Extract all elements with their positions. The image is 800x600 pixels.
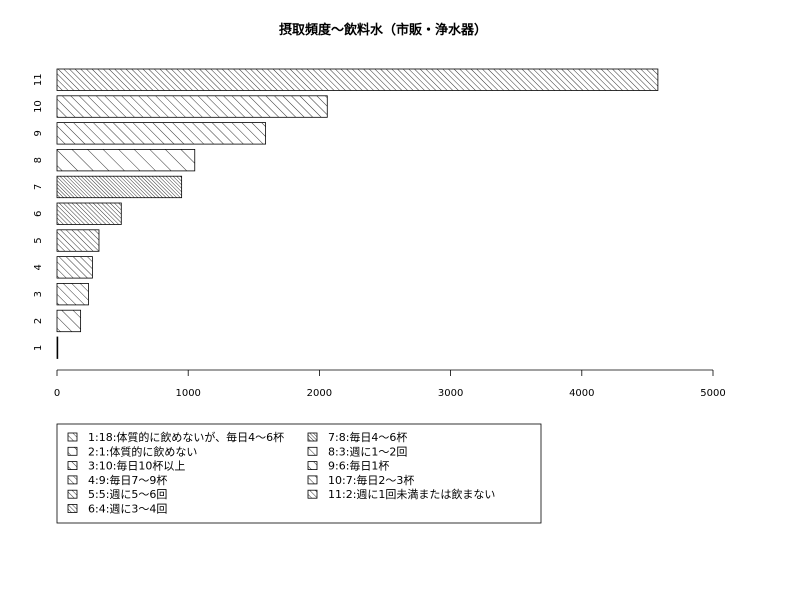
bar-2	[56, 309, 82, 333]
legend-swatch-10	[307, 475, 318, 485]
legend-label-5: 5:5:週に5～6回	[88, 488, 167, 501]
y-tick-label-5: 5	[33, 237, 44, 243]
legend-swatch-4	[67, 475, 78, 485]
x-tick-label-0: 0	[54, 388, 60, 399]
y-tick-label-8: 8	[33, 157, 44, 163]
bar-1	[56, 336, 59, 359]
bar-8	[56, 148, 196, 172]
legend-swatch-7	[307, 432, 318, 442]
y-tick-label-2: 2	[33, 318, 44, 324]
legend-swatch-5	[67, 489, 78, 499]
y-tick-label-1: 1	[33, 345, 44, 351]
bar-4	[56, 256, 93, 279]
legend-label-10: 10:7:毎日2～3杯	[328, 473, 414, 487]
legend-swatch-3	[67, 461, 78, 471]
x-tick-label-5000: 5000	[700, 388, 725, 399]
legend-swatch-8	[307, 446, 318, 456]
legend-swatch-2	[67, 446, 78, 456]
x-tick-label-4000: 4000	[569, 388, 594, 399]
bar-5	[56, 229, 100, 252]
legend-label-3: 3:10:毎日10杯以上	[88, 459, 185, 473]
bar-9	[56, 122, 267, 145]
y-tick-label-10: 10	[33, 100, 44, 113]
y-tick-label-4: 4	[33, 264, 44, 270]
legend: 1:18:体質的に飲めないが、毎日4～6杯2:1:体質的に飲めない3:10:毎日…	[56, 423, 542, 524]
y-tick-label-6: 6	[33, 211, 44, 217]
legend-swatch-1	[67, 432, 78, 442]
legend-label-6: 6:4:週に3～4回	[88, 503, 167, 516]
x-tick-label-2000: 2000	[307, 388, 332, 399]
y-tick-label-11: 11	[33, 73, 44, 86]
legend-box	[56, 423, 542, 524]
legend-label-8: 8:3:週に1～2回	[328, 445, 407, 458]
bars-group	[56, 68, 659, 359]
legend-label-4: 4:9:毎日7～9杯	[88, 473, 167, 487]
legend-swatch-9	[307, 461, 318, 471]
legend-label-7: 7:8:毎日4～6杯	[328, 430, 407, 444]
bar-7	[56, 175, 183, 199]
y-tick-label-9: 9	[33, 130, 44, 136]
x-tick-label-1000: 1000	[175, 388, 200, 399]
legend-swatch-11	[307, 489, 318, 499]
legend-label-1: 1:18:体質的に飲めないが、毎日4～6杯	[88, 430, 284, 444]
bar-11	[56, 68, 659, 91]
legend-label-9: 9:6:毎日1杯	[328, 459, 389, 473]
y-tick-label-3: 3	[33, 291, 44, 297]
y-axis: 1 2 3 4 5 6 7 8 9 10 11	[33, 73, 44, 351]
legend-label-2: 2:1:体質的に飲めない	[88, 444, 197, 458]
legend-label-11: 11:2:週に1回未満または飲まない	[328, 487, 495, 501]
x-tick-label-3000: 3000	[438, 388, 463, 399]
bar-6	[56, 202, 122, 225]
y-tick-label-7: 7	[33, 184, 44, 190]
legend-swatch-6	[67, 504, 78, 513]
bar-10	[56, 95, 328, 118]
chart-title: 摂取頻度～飲料水（市販・浄水器）	[279, 22, 487, 38]
x-axis: 0 1000 2000 3000 4000 5000	[54, 369, 726, 399]
bar-3	[56, 282, 89, 306]
